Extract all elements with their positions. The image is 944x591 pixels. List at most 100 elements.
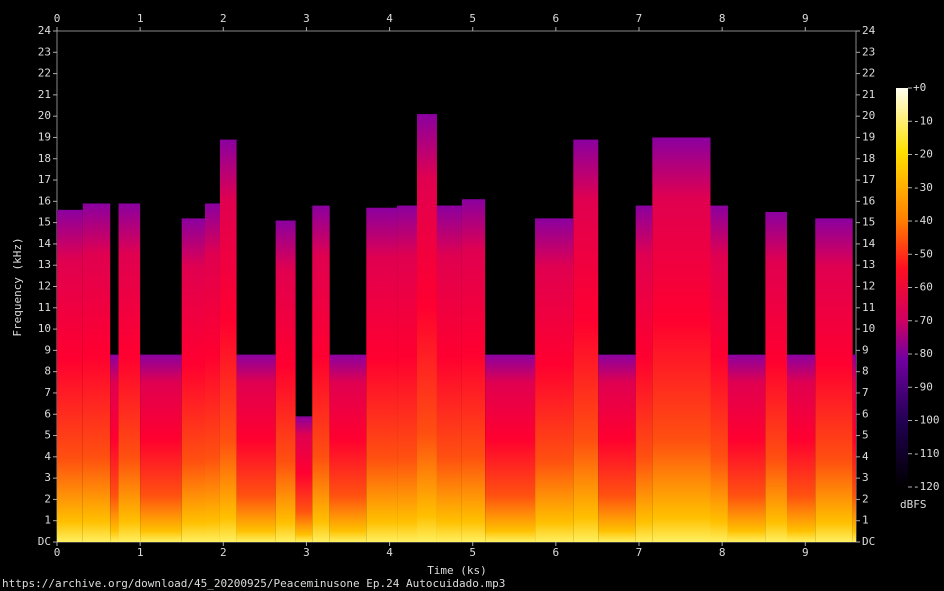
spectrum-band — [852, 354, 856, 542]
x-tick-label-top: 6 — [553, 12, 560, 25]
spectrum-band — [765, 211, 787, 542]
x-tick-label: 7 — [636, 546, 643, 559]
y-tick-label-right: 1 — [862, 514, 869, 527]
y-tick-label-right: 9 — [862, 343, 869, 356]
spectrum-band — [635, 205, 653, 542]
colorbar-tick-label: -50 — [913, 247, 933, 260]
y-tick-label-right: DC — [862, 535, 875, 548]
source-url: https://archive.org/download/45_20200925… — [2, 577, 505, 590]
y-tick-label-right: 10 — [862, 322, 875, 335]
x-tick-label-top: 5 — [469, 12, 476, 25]
colorbar-tick-label: -30 — [913, 181, 933, 194]
colorbar-tick-label: -10 — [913, 114, 933, 127]
spectrum-band — [710, 205, 728, 542]
x-tick-label-top: 4 — [386, 12, 393, 25]
y-tick-label: 22 — [38, 67, 51, 80]
spectrum-band — [181, 218, 205, 542]
spectrum-band — [312, 205, 330, 542]
spectrum-band — [535, 218, 574, 542]
spectrum-band — [461, 199, 486, 542]
colorbar-tick-label: -20 — [913, 148, 933, 161]
y-tick-label: 2 — [44, 492, 51, 505]
y-tick-label-right: 17 — [862, 173, 875, 186]
y-tick-label: 19 — [38, 130, 51, 143]
spectrum-band — [219, 139, 237, 542]
spectrum-band — [397, 205, 418, 542]
y-tick-label-right: 5 — [862, 429, 869, 442]
y-tick-label-right: 7 — [862, 386, 869, 399]
y-tick-label-right: 8 — [862, 365, 869, 378]
y-tick-label: 11 — [38, 301, 51, 314]
y-tick-label: 8 — [44, 365, 51, 378]
y-tick-label: 3 — [44, 471, 51, 484]
y-tick-label: 21 — [38, 88, 51, 101]
y-tick-label: 15 — [38, 216, 51, 229]
spectrum-band — [417, 114, 437, 542]
x-tick-label: 1 — [137, 546, 144, 559]
y-tick-label-right: 21 — [862, 88, 875, 101]
y-tick-label-right: 20 — [862, 109, 875, 122]
spectrum-band — [295, 416, 313, 542]
x-tick-label-top: 3 — [303, 12, 310, 25]
spectrum-band — [366, 207, 398, 543]
y-tick-label: 17 — [38, 173, 51, 186]
spectrum-band — [815, 218, 853, 542]
x-tick-label-top: 9 — [802, 12, 809, 25]
x-tick-label: 4 — [386, 546, 393, 559]
x-axis-label: Time (ks) — [427, 564, 487, 577]
y-tick-label: 18 — [38, 152, 51, 165]
spectrum-band — [57, 209, 83, 542]
y-tick-label: 16 — [38, 194, 51, 207]
x-tick-label: 8 — [719, 546, 726, 559]
colorbar-tick-label: -40 — [913, 214, 933, 227]
spectrum-band — [485, 354, 536, 542]
colorbar-tick-label: -110 — [913, 447, 940, 460]
spectrum-band — [236, 354, 276, 542]
y-tick-label: 10 — [38, 322, 51, 335]
x-tick-label: 9 — [802, 546, 809, 559]
y-tick-label: 5 — [44, 429, 51, 442]
x-tick-label-top: 1 — [137, 12, 144, 25]
spectrum-band — [140, 354, 182, 542]
y-tick-label: 24 — [38, 24, 52, 37]
x-tick-label-top: 0 — [54, 12, 61, 25]
x-tick-label: 6 — [553, 546, 560, 559]
y-tick-label-right: 3 — [862, 471, 869, 484]
spectrum-band — [110, 354, 119, 542]
colorbar-tick-label: -120 — [913, 480, 940, 493]
x-tick-label-top: 7 — [636, 12, 643, 25]
y-tick-label-right: 19 — [862, 130, 875, 143]
colorbar-tick-label: +0 — [913, 81, 926, 94]
y-tick-label: 14 — [38, 237, 52, 250]
y-tick-label-right: 12 — [862, 280, 875, 293]
x-tick-label-top: 8 — [719, 12, 726, 25]
y-tick-label: 13 — [38, 258, 51, 271]
y-tick-label: 12 — [38, 280, 51, 293]
y-tick-label: 6 — [44, 407, 51, 420]
spectrum-band — [275, 220, 296, 542]
spectrum-band — [118, 203, 141, 542]
colorbar — [896, 88, 908, 487]
y-tick-label-right: 2 — [862, 492, 869, 505]
spectrum-band — [598, 354, 636, 542]
y-tick-label: 23 — [38, 45, 51, 58]
y-tick-label-right: 11 — [862, 301, 875, 314]
y-tick-label-right: 4 — [862, 450, 869, 463]
y-tick-label: DC — [38, 535, 51, 548]
y-tick-label-right: 22 — [862, 67, 875, 80]
colorbar-tick-label: -80 — [913, 347, 933, 360]
spectrum-band — [786, 354, 816, 542]
y-tick-label: 7 — [44, 386, 51, 399]
spectrum-band — [204, 203, 220, 542]
y-tick-label: 1 — [44, 514, 51, 527]
colorbar-label: dBFS — [900, 498, 927, 511]
spectrum-band — [329, 354, 367, 542]
x-tick-label: 0 — [54, 546, 61, 559]
spectrum-band — [436, 205, 462, 542]
y-tick-label: 20 — [38, 109, 51, 122]
y-tick-label-right: 23 — [862, 45, 875, 58]
y-tick-label-right: 18 — [862, 152, 875, 165]
y-tick-label-right: 15 — [862, 216, 875, 229]
spectrum-band — [573, 139, 599, 542]
